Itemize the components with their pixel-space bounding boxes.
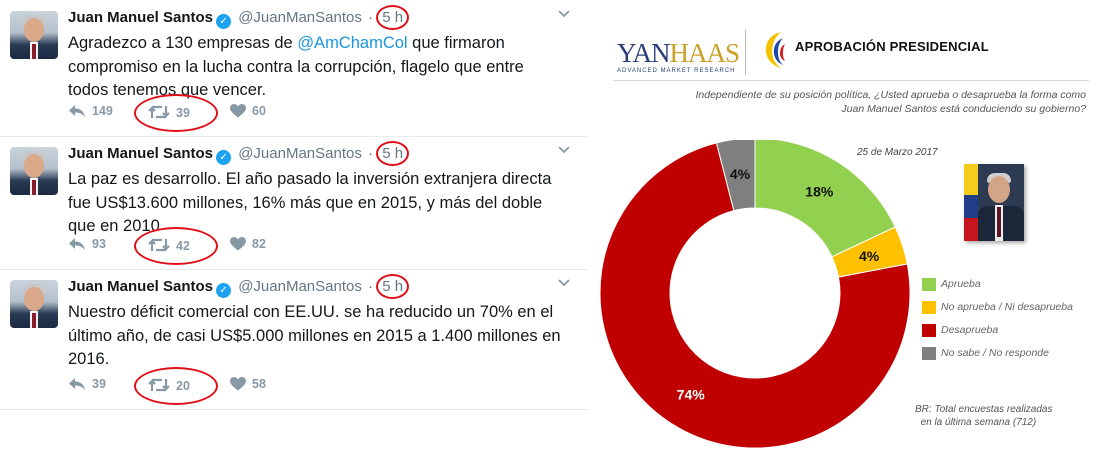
retweet-button[interactable]: 42 [134, 227, 218, 265]
verified-icon: ✓ [216, 14, 232, 29]
separator-dot: · [368, 9, 374, 26]
author-handle[interactable]: @JuanManSantos [238, 9, 362, 26]
heart-icon [230, 104, 246, 118]
heart-icon [230, 377, 246, 391]
legend-label: No sabe / No responde [941, 347, 1049, 359]
colombia-flag-logo-icon [765, 32, 785, 68]
legend-swatch [922, 347, 936, 360]
reply-icon [69, 238, 85, 250]
retweet-icon [148, 105, 170, 119]
slice-label: 4% [859, 248, 880, 264]
tweet-time[interactable]: 5 h [376, 274, 409, 299]
president-portrait [964, 164, 1024, 241]
retweet-count: 20 [176, 379, 190, 393]
tweet-timeline: Juan Manuel Santos ✓ @JuanManSantos · 5 h… [0, 0, 588, 412]
chevron-down-icon[interactable] [558, 146, 570, 154]
like-count: 58 [252, 377, 266, 391]
donut-slice [599, 142, 911, 449]
separator-dot: · [368, 278, 374, 295]
reply-icon [69, 378, 85, 390]
like-count: 82 [252, 237, 266, 251]
author-name[interactable]: Juan Manuel Santos [68, 278, 214, 295]
like-count: 60 [252, 104, 266, 118]
tweet[interactable]: Juan Manuel Santos ✓ @JuanManSantos · 5 h… [0, 136, 588, 270]
logo-divider [745, 30, 746, 75]
poll-date: 25 de Marzo 2017 [857, 147, 938, 158]
verified-icon: ✓ [216, 150, 232, 165]
legend-swatch [922, 278, 936, 291]
verified-icon: ✓ [216, 283, 232, 298]
reply-count: 93 [92, 237, 106, 251]
reply-icon [69, 105, 85, 117]
slice-label: 4% [730, 166, 751, 182]
header-rule [613, 80, 1089, 81]
yanhaas-tagline: ADVANCED MARKET RESEARCH [617, 68, 736, 74]
chevron-down-icon[interactable] [558, 279, 570, 287]
tweet-time[interactable]: 5 h [376, 5, 409, 30]
tweet-header: Juan Manuel Santos ✓ @JuanManSantos · 5 h [68, 5, 409, 30]
tweet[interactable]: Juan Manuel Santos ✓ @JuanManSantos · 5 h… [0, 0, 588, 137]
tweet[interactable]: Juan Manuel Santos ✓ @JuanManSantos · 5 h… [0, 269, 588, 410]
chevron-down-icon[interactable] [558, 10, 570, 18]
retweet-count: 39 [176, 106, 190, 120]
slice-label: 74% [677, 386, 706, 402]
mention-link[interactable]: @AmChamCol [297, 34, 408, 52]
avatar[interactable] [10, 280, 58, 328]
like-button[interactable]: 82 [230, 237, 266, 255]
slice-label: 18% [805, 184, 834, 200]
tweet-text: La paz es desarrollo. El año pasado la i… [68, 170, 552, 235]
reply-count: 149 [92, 104, 113, 118]
tweet-text: Agradezco a 130 empresas de @AmChamCol q… [68, 34, 524, 99]
retweet-icon [148, 238, 170, 252]
retweet-count: 42 [176, 239, 190, 253]
reply-button[interactable]: 93 [68, 237, 106, 255]
yanhaas-logo: YANHAAS [617, 38, 740, 68]
avatar[interactable] [10, 147, 58, 195]
approval-donut-chart: 18% 4% 74% 4% [599, 140, 911, 449]
reply-button[interactable]: 149 [68, 104, 113, 122]
reply-button[interactable]: 39 [68, 377, 106, 395]
legend-swatch [922, 301, 936, 314]
heart-icon [230, 237, 246, 251]
like-button[interactable]: 60 [230, 104, 266, 122]
like-button[interactable]: 58 [230, 377, 266, 395]
poll-title: APROBACIÓN PRESIDENCIAL [795, 39, 989, 54]
tweet-header: Juan Manuel Santos ✓ @JuanManSantos · 5 h [68, 274, 409, 299]
retweet-button[interactable]: 20 [134, 367, 218, 405]
author-handle[interactable]: @JuanManSantos [238, 278, 362, 295]
tweet-header: Juan Manuel Santos ✓ @JuanManSantos · 5 h [68, 141, 409, 166]
separator-dot: · [368, 145, 374, 162]
tweet-time[interactable]: 5 h [376, 141, 409, 166]
author-handle[interactable]: @JuanManSantos [238, 145, 362, 162]
poll-question: Independiente de su posición política, ¿… [695, 89, 1087, 115]
legend-label: No aprueba / Ni desaprueba [941, 301, 1073, 313]
tweet-text: Nuestro déficit comercial con EE.UU. se … [68, 303, 561, 368]
avatar[interactable] [10, 11, 58, 59]
author-name[interactable]: Juan Manuel Santos [68, 145, 214, 162]
retweet-icon [148, 378, 170, 392]
poll-infographic: YANHAAS ADVANCED MARKET RESEARCH APROBAC… [595, 0, 1096, 452]
legend-label: Aprueba [941, 278, 981, 290]
sample-note: BR: Total encuestas realizadas en la últ… [915, 404, 1053, 428]
legend-swatch [922, 324, 936, 337]
legend-label: Desaprueba [941, 324, 999, 336]
donut-slice [715, 140, 756, 212]
author-name[interactable]: Juan Manuel Santos [68, 9, 214, 26]
reply-count: 39 [92, 377, 106, 391]
retweet-button[interactable]: 39 [134, 94, 218, 132]
